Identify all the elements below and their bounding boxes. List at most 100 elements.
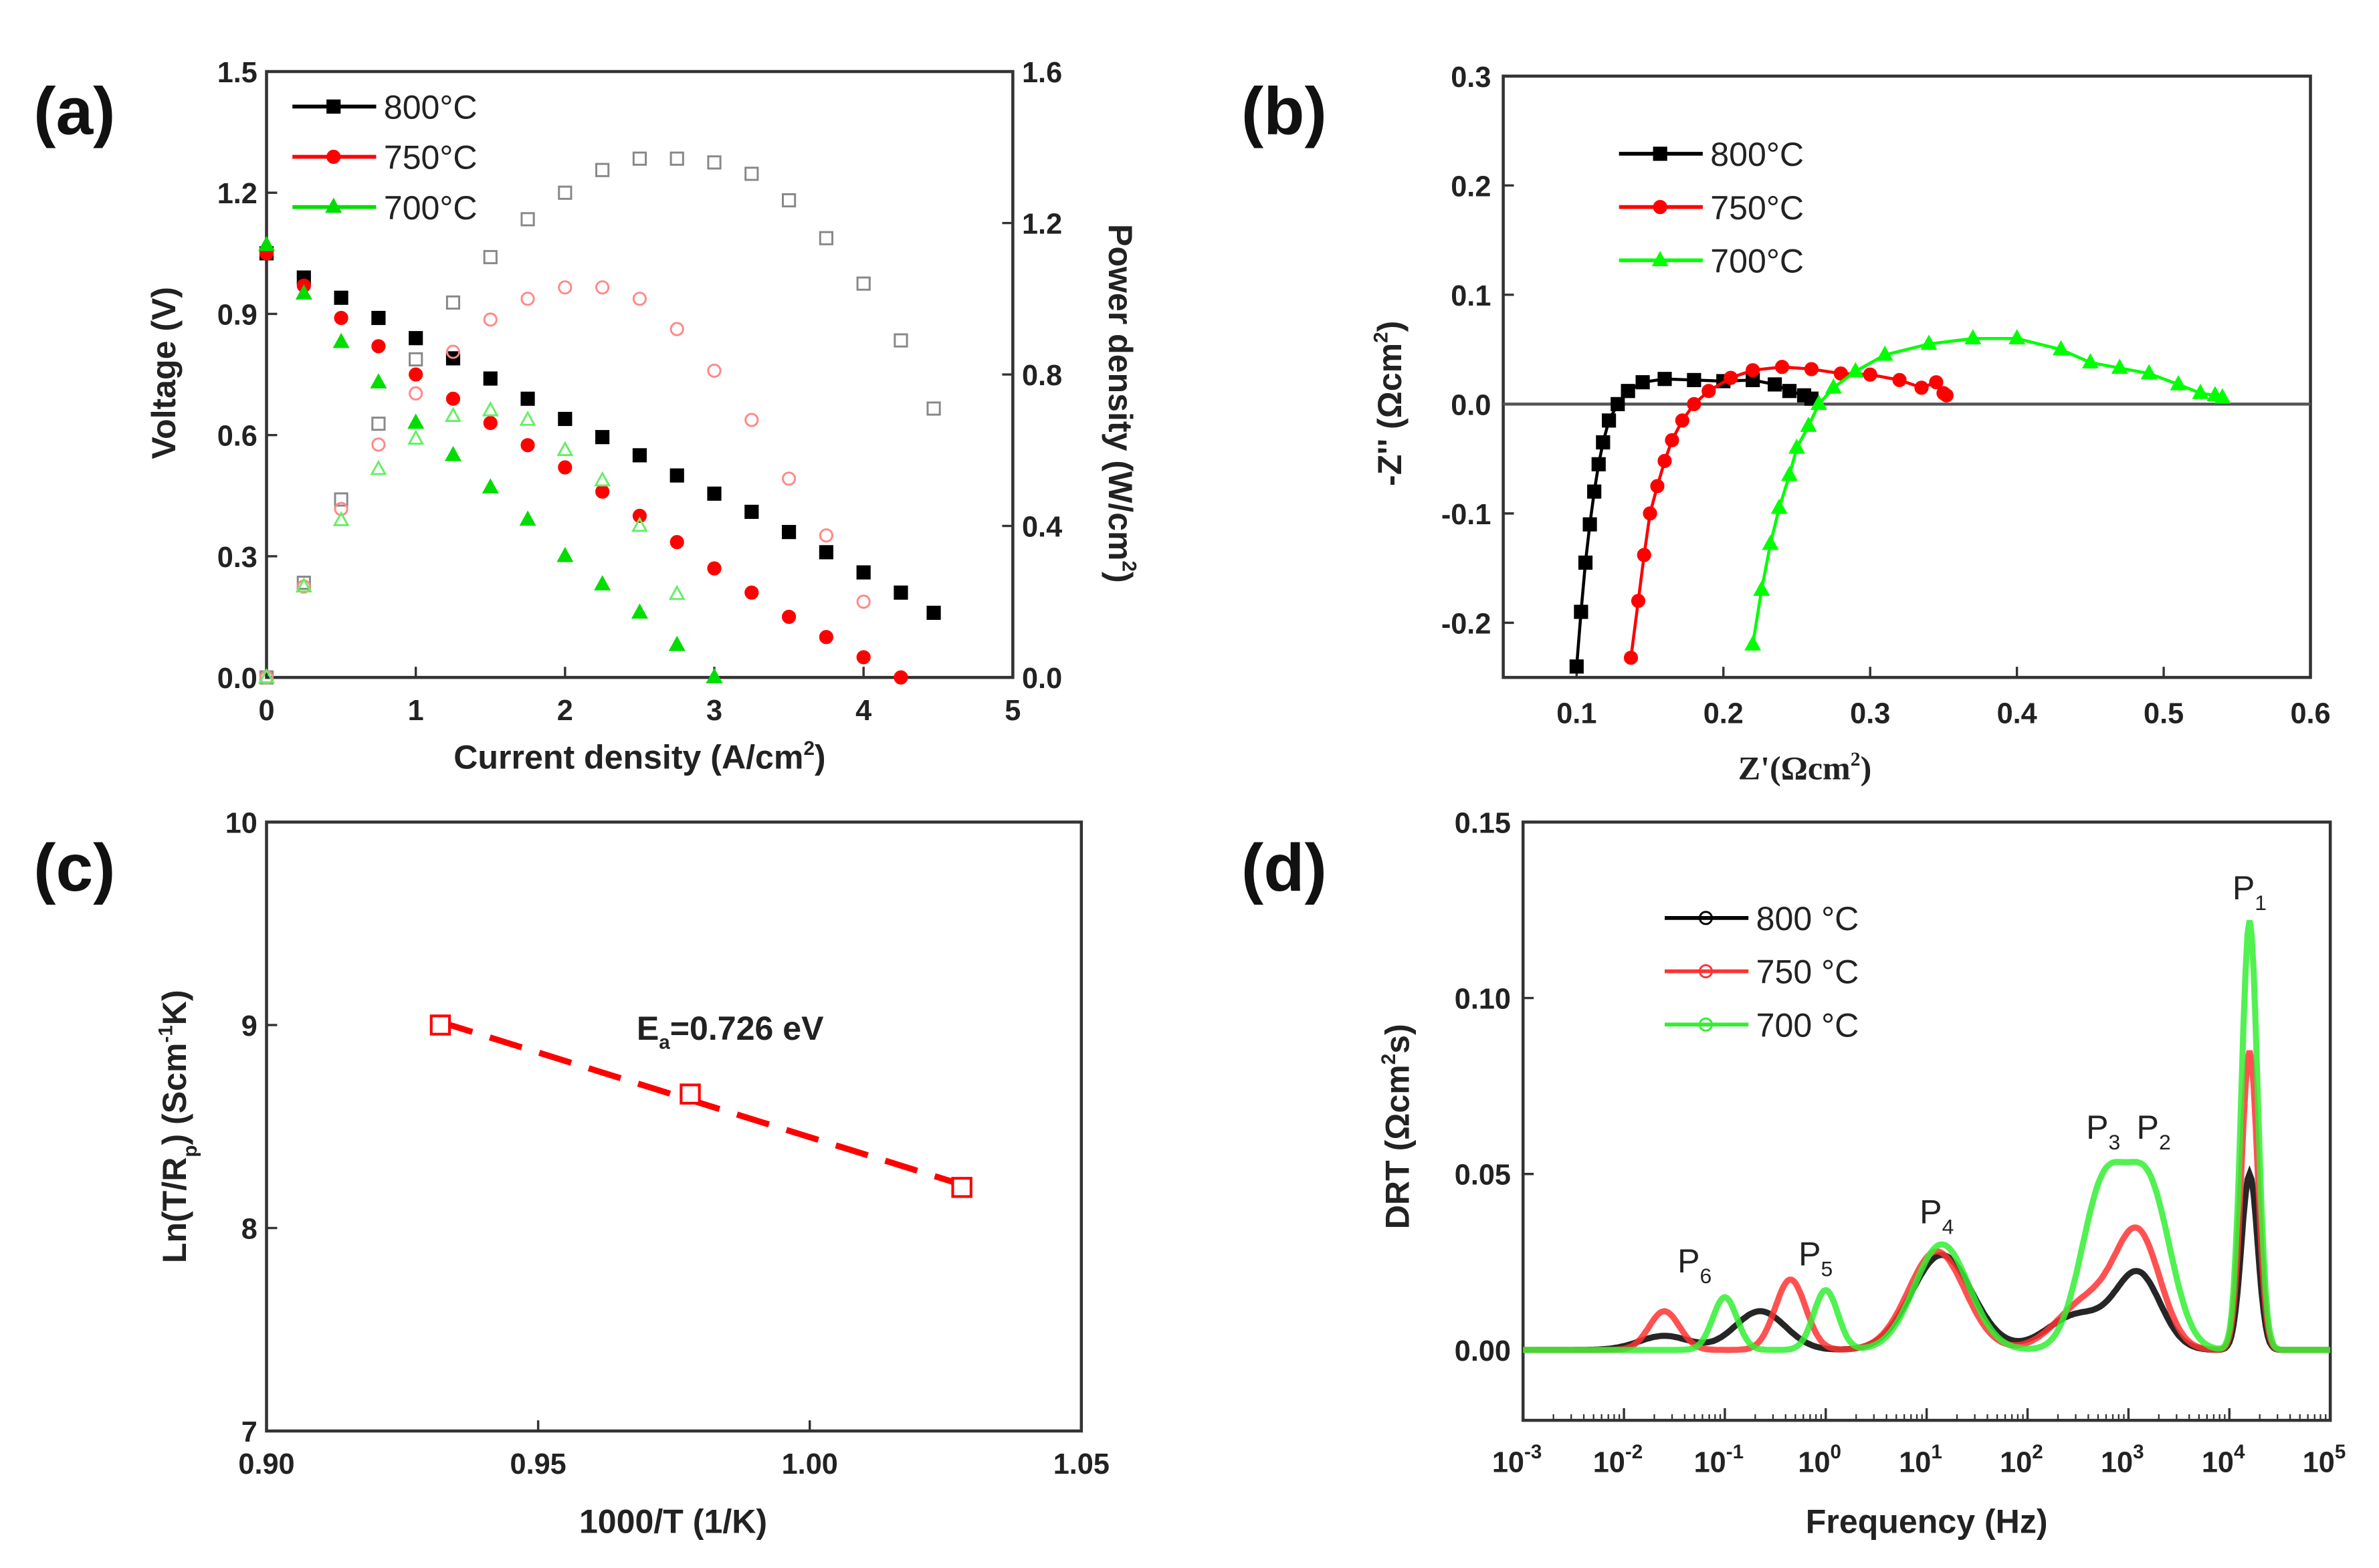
voltage-point xyxy=(707,486,722,501)
x-tick-label-b: 0.4 xyxy=(1997,697,2037,730)
nyquist-point xyxy=(1675,413,1689,428)
drt-curve xyxy=(1523,920,2331,1353)
peak-label: P3 xyxy=(2086,1109,2120,1154)
nyquist-point xyxy=(1782,384,1797,399)
y-tick-label-a2: 0.8 xyxy=(1022,360,1062,392)
plot-frame-b xyxy=(1502,74,2312,679)
x-axis-label-b: Z'(Ωcm2) xyxy=(1738,749,1872,786)
peak-label: P5 xyxy=(1798,1236,1833,1281)
voltage-point xyxy=(632,508,647,524)
voltage-point xyxy=(295,284,312,300)
voltage-point xyxy=(856,650,871,665)
power-point xyxy=(371,417,386,431)
nyquist-point xyxy=(1788,438,1806,454)
legend-label-d: 750 °C xyxy=(1756,954,1859,991)
y-tick-label-a2: 0.4 xyxy=(1022,512,1062,544)
nyquist-point xyxy=(1892,372,1907,387)
power-point xyxy=(296,575,311,590)
nyquist-point xyxy=(1602,413,1617,428)
power-point xyxy=(409,352,423,367)
legend-label-d: 800 °C xyxy=(1756,900,1859,937)
panel-label-c: (c) xyxy=(33,830,115,905)
nyquist-point xyxy=(1637,548,1651,562)
nyquist-point xyxy=(1800,417,1817,432)
power-point xyxy=(332,511,350,526)
x-tick-label-a: 4 xyxy=(855,695,871,727)
voltage-point xyxy=(595,430,610,445)
voltage-point xyxy=(519,510,536,526)
power-point xyxy=(782,193,797,208)
nyquist-point xyxy=(1964,329,1982,345)
nyquist-point xyxy=(1804,362,1819,376)
plot-frame-c xyxy=(265,820,1083,1433)
nyquist-point xyxy=(1650,479,1665,493)
power-point xyxy=(819,528,833,543)
panel-a: 0.0 0.3 0.6 0.9 1.2 1.5 0.0 0.4 0.8 1.2 1.6 0 1 2 3 4 5 8… xyxy=(217,57,1062,727)
y-tick-label-a2: 1.6 xyxy=(1022,57,1062,89)
voltage-point xyxy=(483,415,498,431)
panel-label-d: (d) xyxy=(1241,830,1327,905)
nyquist-point xyxy=(1863,367,1877,382)
power-point xyxy=(407,429,425,445)
legend-marker-a xyxy=(325,197,342,213)
y-tick-label-a: 0.3 xyxy=(217,542,257,574)
y-tick-label-b: 0.2 xyxy=(1451,171,1491,203)
x-tick-label-c: 0.90 xyxy=(238,1448,294,1480)
legend-label-a: 800°C xyxy=(384,89,478,126)
nyquist-point xyxy=(2140,364,2158,380)
power-point xyxy=(669,151,684,166)
nyquist-point xyxy=(1578,555,1593,570)
voltage-point xyxy=(257,235,276,251)
y-tick-label-b: 0.0 xyxy=(1451,389,1491,421)
x-tick-label-d: 105 xyxy=(2303,1441,2346,1478)
power-point xyxy=(558,185,573,200)
x-tick-label-a: 5 xyxy=(1005,695,1021,727)
y-tick-label-c: 7 xyxy=(241,1416,257,1448)
y-tick-label-a2: 1.2 xyxy=(1022,208,1062,240)
nyquist-point xyxy=(1762,534,1779,550)
voltage-point xyxy=(782,525,797,540)
power-point xyxy=(558,280,573,295)
x-tick-label-c: 1.00 xyxy=(782,1448,838,1480)
panel-label-b: (b) xyxy=(1241,74,1327,148)
power-point xyxy=(707,155,722,170)
voltage-point xyxy=(370,373,387,388)
nyquist-point xyxy=(1574,604,1588,619)
nyquist-point xyxy=(1774,360,1790,374)
nyquist-point xyxy=(1701,384,1716,399)
data-point xyxy=(951,1177,972,1198)
x-tick-label-d: 10-3 xyxy=(1492,1441,1542,1478)
x-tick-label-b: 0.5 xyxy=(2144,697,2184,730)
x-tick-label-a: 0 xyxy=(258,695,274,727)
legend-marker-d xyxy=(1698,911,1714,925)
nyquist-point xyxy=(1833,366,1848,381)
nyquist-point xyxy=(1591,457,1606,471)
voltage-point xyxy=(819,630,833,645)
y-axis-label-d: DRT (Ωcm2s) xyxy=(1378,1024,1416,1229)
voltage-point xyxy=(894,670,908,685)
voltage-point xyxy=(334,310,348,326)
nyquist-point xyxy=(1569,659,1584,674)
voltage-point xyxy=(558,460,573,475)
power-point xyxy=(782,471,797,486)
x-tick-label-c: 1.05 xyxy=(1053,1448,1110,1480)
power-point xyxy=(856,594,871,609)
nyquist-point xyxy=(1929,375,1944,390)
voltage-point xyxy=(782,609,797,625)
voltage-point xyxy=(445,391,461,406)
voltage-point xyxy=(332,332,350,348)
nyquist-point xyxy=(1643,506,1657,521)
nyquist-point xyxy=(1687,397,1701,411)
legend-label-a: 750°C xyxy=(384,139,478,177)
panel-c: 7 8 9 10 0.90 0.95 1.00 1.05 xyxy=(225,807,1110,1480)
y-tick-label-d: 0.15 xyxy=(1455,807,1511,839)
voltage-point xyxy=(444,445,461,461)
nyquist-point xyxy=(2008,329,2026,345)
legend-label-a: 700°C xyxy=(384,189,478,227)
voltage-point xyxy=(894,585,908,600)
y2-axis-label-a: Power density (W/cm2) xyxy=(1102,224,1140,583)
power-point xyxy=(483,249,498,265)
nyquist-point xyxy=(1767,377,1782,392)
x-axis-label-d: Frequency (Hz) xyxy=(1806,1503,2048,1541)
y-tick-label-b: 0.3 xyxy=(1451,62,1491,94)
